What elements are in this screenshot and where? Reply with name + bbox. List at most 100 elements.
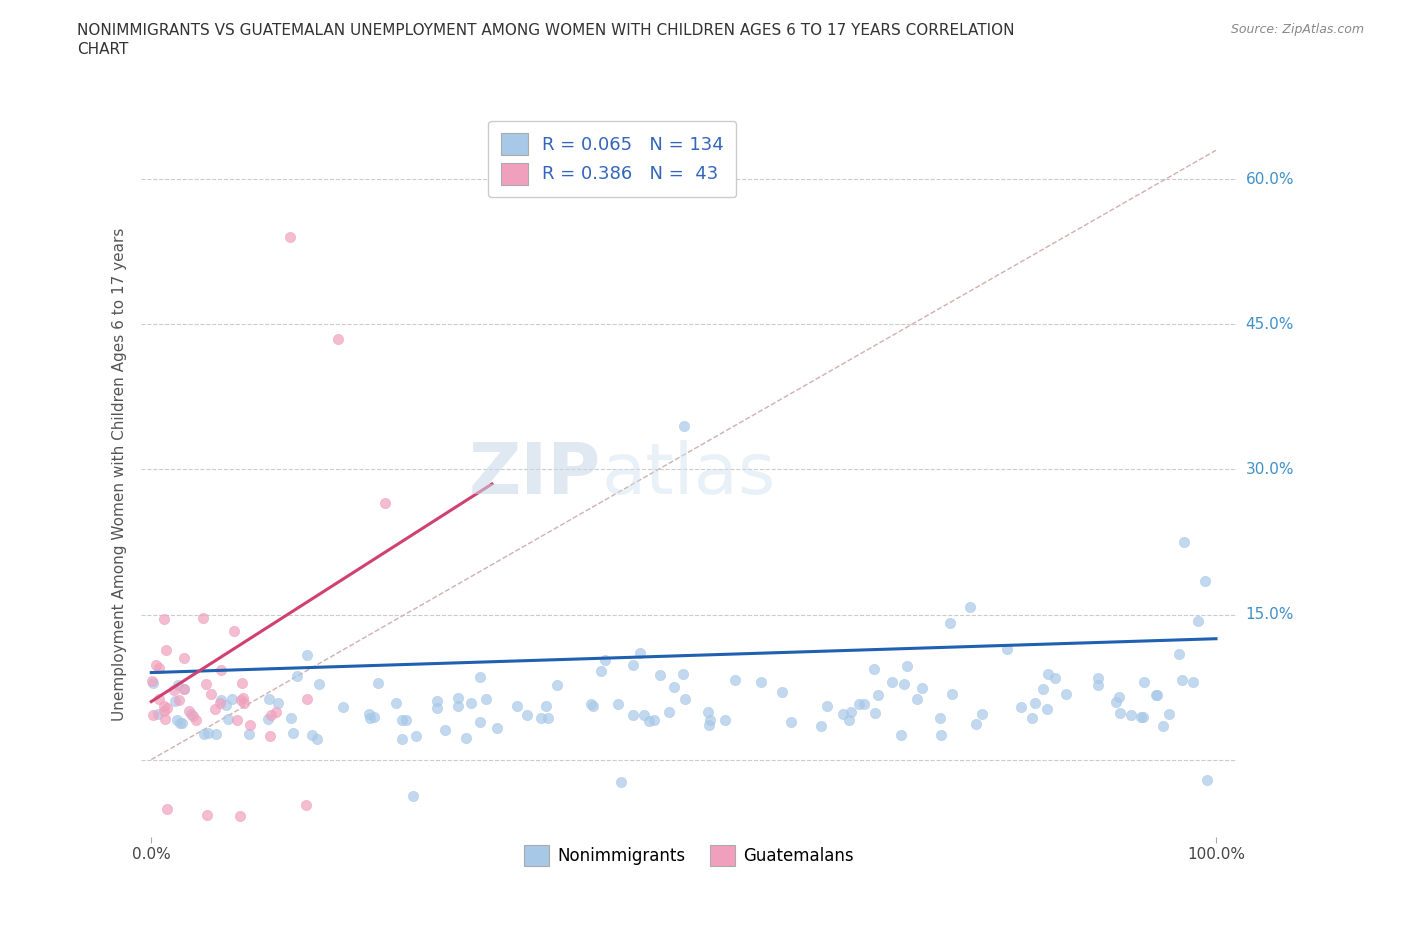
Point	[1157, 706, 1180, 721]
Point	[939, 616, 962, 631]
Point	[474, 692, 496, 707]
Point	[155, 711, 177, 726]
Point	[1129, 710, 1152, 724]
Point	[1119, 707, 1142, 722]
Point	[402, 789, 425, 804]
Point	[173, 651, 195, 666]
Point	[447, 691, 470, 706]
Point	[905, 692, 928, 707]
Point	[307, 732, 329, 747]
Point	[1171, 672, 1194, 687]
Point	[1024, 695, 1046, 710]
Point	[391, 732, 413, 747]
Point	[405, 728, 427, 743]
Point	[257, 692, 280, 707]
Point	[426, 694, 449, 709]
Point	[156, 700, 179, 715]
Point	[713, 712, 735, 727]
Point	[193, 727, 215, 742]
Point	[232, 695, 254, 710]
Point	[1010, 699, 1032, 714]
Point	[434, 723, 457, 737]
Point	[516, 708, 538, 723]
Point	[239, 718, 262, 733]
Point	[281, 726, 304, 741]
Point	[179, 704, 201, 719]
Point	[610, 775, 633, 790]
Point	[582, 698, 605, 713]
Point	[697, 718, 720, 733]
Point	[910, 680, 932, 695]
Point	[142, 708, 165, 723]
Text: NONIMMIGRANTS VS GUATEMALAN UNEMPLOYMENT AMONG WOMEN WITH CHILDREN AGES 6 TO 17 : NONIMMIGRANTS VS GUATEMALAN UNEMPLOYMENT…	[77, 23, 1015, 38]
Point	[148, 660, 170, 675]
Text: 30.0%: 30.0%	[1246, 462, 1294, 477]
Point	[657, 705, 679, 720]
Point	[209, 663, 232, 678]
Point	[546, 677, 568, 692]
Point	[1146, 687, 1168, 702]
Point	[1167, 647, 1189, 662]
Point	[200, 686, 222, 701]
Point	[326, 331, 349, 346]
Point	[863, 705, 886, 720]
Point	[1133, 675, 1156, 690]
Point	[195, 676, 218, 691]
Point	[141, 673, 163, 688]
Point	[169, 693, 191, 708]
Point	[779, 715, 801, 730]
Point	[163, 683, 186, 698]
Point	[770, 684, 793, 699]
Point	[815, 699, 838, 714]
Point	[215, 698, 238, 712]
Point	[173, 682, 195, 697]
Point	[297, 692, 319, 707]
Point	[965, 717, 987, 732]
Point	[628, 645, 651, 660]
Text: Source: ZipAtlas.com: Source: ZipAtlas.com	[1230, 23, 1364, 36]
Point	[181, 709, 204, 724]
Text: 45.0%: 45.0%	[1246, 317, 1294, 332]
Point	[1036, 701, 1059, 716]
Y-axis label: Unemployment Among Women with Children Ages 6 to 17 years: Unemployment Among Women with Children A…	[112, 228, 128, 721]
Point	[506, 698, 529, 713]
Point	[1108, 706, 1130, 721]
Point	[893, 676, 915, 691]
Point	[285, 669, 308, 684]
Point	[579, 697, 602, 711]
Point	[395, 712, 418, 727]
Point	[454, 731, 477, 746]
Point	[589, 663, 612, 678]
Point	[229, 693, 252, 708]
Point	[1105, 695, 1128, 710]
Point	[229, 808, 252, 823]
Point	[205, 726, 228, 741]
Point	[749, 674, 772, 689]
Point	[929, 711, 952, 725]
Point	[197, 725, 219, 740]
Point	[374, 496, 396, 511]
Point	[890, 728, 912, 743]
Point	[257, 711, 280, 726]
Point	[623, 658, 645, 672]
Point	[166, 712, 188, 727]
Point	[209, 696, 232, 711]
Point	[863, 661, 886, 676]
Point	[838, 712, 860, 727]
Point	[672, 418, 695, 433]
Point	[260, 708, 283, 723]
Point	[148, 691, 170, 706]
Point	[699, 712, 721, 727]
Point	[172, 716, 194, 731]
Point	[995, 642, 1018, 657]
Point	[166, 678, 188, 693]
Legend: Nonimmigrants, Guatemalans: Nonimmigrants, Guatemalans	[517, 839, 860, 872]
Point	[1181, 674, 1204, 689]
Point	[643, 712, 665, 727]
Point	[1087, 678, 1109, 693]
Point	[1173, 535, 1195, 550]
Point	[264, 705, 287, 720]
Point	[810, 719, 832, 734]
Point	[191, 611, 214, 626]
Point	[1108, 689, 1130, 704]
